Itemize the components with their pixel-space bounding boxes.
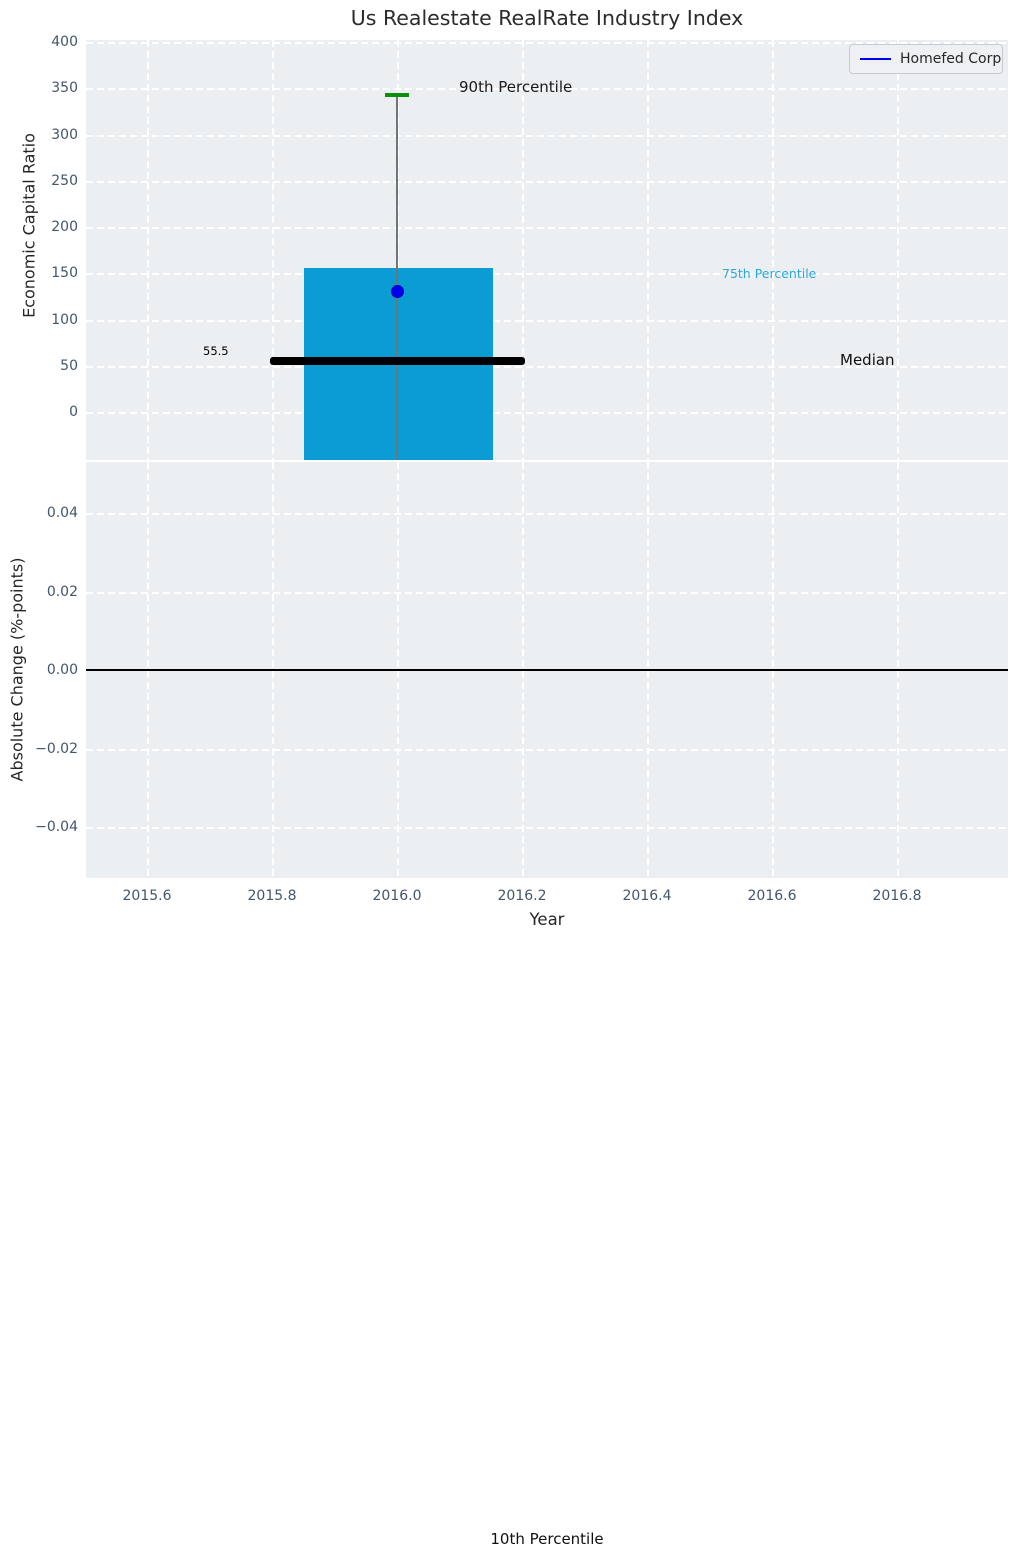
gridline [86,88,1008,90]
y-tick-label: −0.04 [35,819,78,835]
gridline [86,748,1008,751]
median-line [269,357,525,365]
legend: Homefed Corp [849,44,1003,74]
y-tick-label: 100 [51,311,78,328]
gridline [522,40,524,460]
gridline [86,42,1008,44]
x-tick-label: 2015.6 [122,888,172,904]
gridline [86,181,1008,183]
y-tick-label: 350 [51,80,78,96]
median-annotation: Median [840,351,895,369]
x-tick-label: 2015.8 [247,888,297,904]
p75-annotation: 75th Percentile [722,266,817,281]
y-tick-label: 0 [69,404,78,420]
gridline [772,40,774,460]
homefed-corp-marker [390,285,404,298]
gridline [86,319,1008,322]
gridline [86,366,1008,368]
gridline [86,513,1008,515]
y-tick-label: 250 [51,173,78,189]
y-tick-label: 300 [51,126,78,143]
y-tick-label: 0.04 [46,505,78,521]
gridline [647,40,649,460]
x-tick-label: 2016.2 [497,888,547,904]
p10-annotation: 10th Percentile [490,1530,604,1548]
gridline [86,273,1008,275]
legend-line-sample [860,57,891,61]
y-tick-label: 200 [51,219,78,235]
y-tick-label: 400 [51,34,78,50]
chart-title: Us Realestate RealRate Industry Index [350,6,744,30]
top-y-axis-label: Economic Capital Ratio [19,133,39,318]
x-tick-label: 2016.0 [372,888,422,904]
bottom-plot-area [86,462,1008,878]
x-axis-label: Year [529,910,565,929]
gridline [897,40,899,460]
y-tick-label: 0.00 [46,662,78,678]
gridline [86,134,1008,137]
x-tick-label: 2016.8 [872,888,922,904]
top-plot-area [86,40,1008,460]
y-tick-label: 0.02 [46,583,78,600]
gridline [86,827,1008,829]
gridline [272,40,274,460]
zero-reference-line [86,669,1008,671]
gridline [86,591,1008,594]
p90-cap-mark [385,93,409,97]
p90-annotation: 90th Percentile [459,78,573,96]
y-tick-label: 50 [60,358,78,374]
y-tick-label: 150 [51,265,78,281]
gridline [147,40,149,460]
median-value-annotation: 55.5 [203,344,229,358]
x-tick-label: 2016.6 [747,888,797,904]
gridline [86,227,1008,229]
gridline [397,40,399,460]
legend-label: Homefed Corp [900,51,1002,67]
gridline [86,412,1008,414]
x-tick-label: 2016.4 [622,888,672,904]
y-tick-label: −0.02 [35,740,78,757]
bottom-y-axis-label: Absolute Change (%-points) [7,557,27,782]
percentile-whisker-line [396,95,398,460]
